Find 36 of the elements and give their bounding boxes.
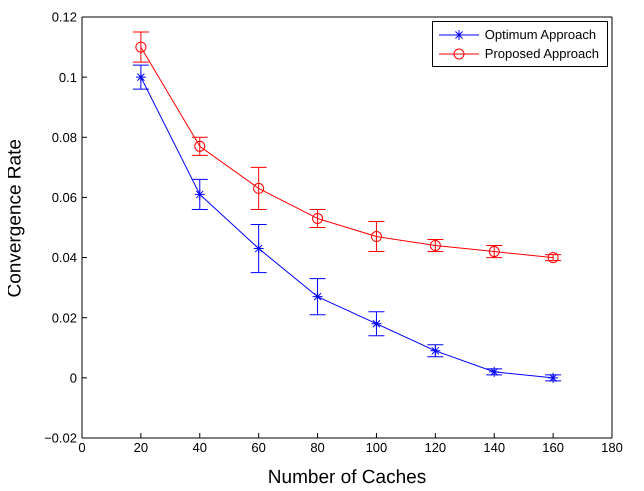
point — [194, 188, 206, 200]
x-tick-label: 20 — [134, 440, 148, 456]
point — [548, 252, 559, 264]
x-tick-label: 100 — [366, 440, 388, 456]
x-axis-title: Number of Caches — [268, 467, 426, 488]
y-tick-label: 0.02 — [52, 310, 77, 326]
x-tick-label: 160 — [542, 440, 564, 456]
point — [312, 291, 324, 302]
x-tick-label: 80 — [310, 440, 325, 456]
y-tick-label: 0.08 — [52, 130, 77, 145]
x-tick-label: 60 — [251, 440, 266, 456]
y-tick-label: −0.02 — [44, 430, 77, 446]
point — [370, 231, 382, 242]
point — [253, 243, 264, 254]
legend-label: Proposed Approach — [484, 46, 599, 61]
y-tick-label: 0.06 — [52, 190, 77, 206]
x-tick-label: 40 — [192, 440, 208, 456]
point — [370, 318, 382, 330]
y-tick-label: 0.12 — [52, 10, 77, 25]
point — [488, 366, 500, 378]
legend-label: Optimum Approach — [484, 27, 596, 42]
point — [253, 182, 264, 194]
point — [135, 42, 146, 53]
y-tick-label: 0.1 — [58, 70, 77, 85]
point — [194, 140, 206, 152]
x-tick-label: 140 — [483, 440, 506, 456]
point — [548, 372, 559, 384]
y-tick-label: 0.04 — [52, 250, 77, 266]
point — [430, 345, 441, 356]
x-tick-label: 120 — [424, 440, 446, 456]
y-tick-label: 0 — [70, 370, 77, 386]
point — [430, 240, 441, 252]
point — [135, 72, 146, 83]
point — [312, 212, 324, 224]
x-tick-label: 180 — [601, 440, 623, 456]
point — [488, 246, 500, 258]
